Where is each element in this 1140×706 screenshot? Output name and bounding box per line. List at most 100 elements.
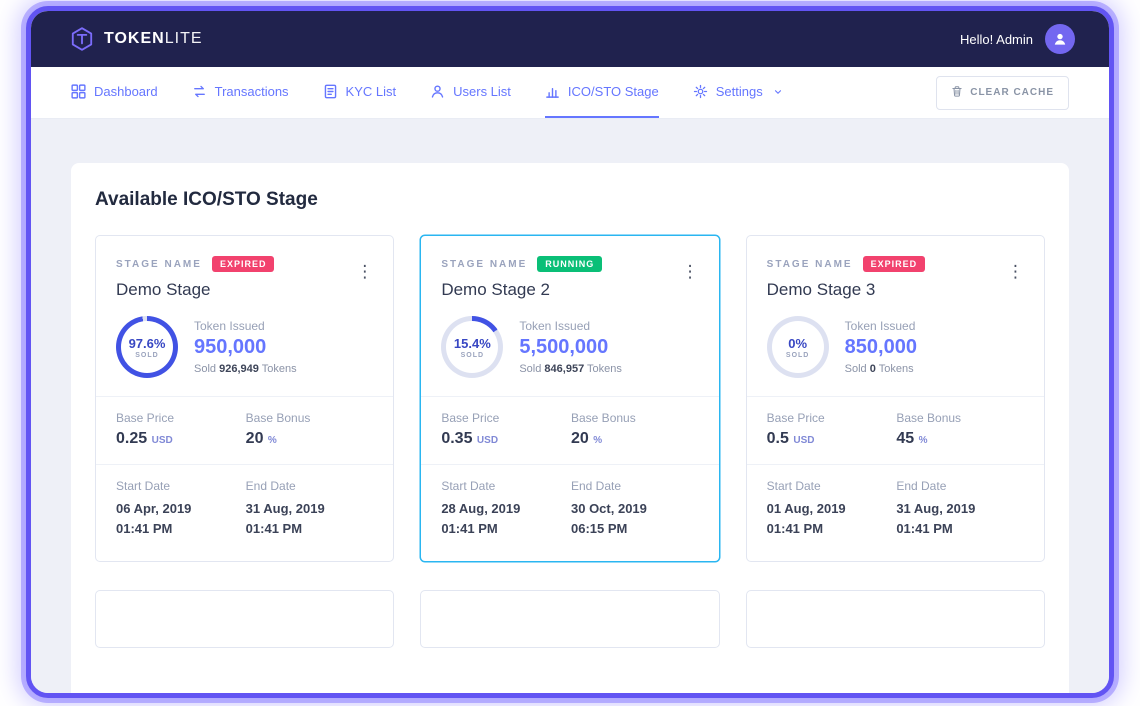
- page-title: Available ICO/STO Stage: [95, 189, 318, 210]
- kebab-menu-icon[interactable]: ⋮: [681, 262, 699, 282]
- nav-label: Users List: [453, 84, 511, 99]
- token-issued-label: Token Issued: [194, 319, 265, 333]
- start-date-value: 28 Aug, 2019 01:41 PM: [441, 501, 521, 537]
- sold-label: SOLD: [460, 351, 485, 359]
- chevron-down-icon: [773, 87, 783, 97]
- token-issued-value: 5,500,000: [519, 336, 609, 358]
- kebab-menu-icon[interactable]: ⋮: [356, 262, 374, 282]
- base-price-unit: USD: [151, 435, 173, 446]
- base-bonus-label: Base Bonus: [571, 411, 636, 425]
- base-bonus-label: Base Bonus: [245, 411, 311, 425]
- base-price-unit: USD: [476, 435, 499, 446]
- stage-card-partial: [745, 590, 1045, 649]
- status-badge: EXPIRED: [211, 256, 275, 272]
- brand-name-bold: TOKEN: [104, 30, 165, 47]
- base-bonus-unit: %: [267, 435, 277, 446]
- sold-amount: 926,949: [219, 363, 259, 375]
- sold-label: SOLD: [785, 351, 810, 359]
- sold-donut-chart: 15.4% SOLD: [441, 316, 504, 378]
- base-bonus-label: Base Bonus: [896, 411, 962, 425]
- start-date-value: 06 Apr, 2019 01:41 PM: [116, 501, 192, 537]
- sold-suffix: Tokens: [587, 363, 622, 375]
- base-price-number: 0.25: [116, 430, 148, 447]
- brand-logo: TOKENLITE: [69, 26, 203, 52]
- stage-name-label: STAGE NAME: [766, 258, 853, 270]
- start-date-label: Start Date: [116, 479, 171, 493]
- token-issued-label: Token Issued: [519, 319, 591, 333]
- end-date-value: 31 Aug, 2019 01:41 PM: [896, 501, 976, 537]
- sold-percent: 97.6%: [128, 335, 166, 351]
- sold-prefix: Sold: [519, 363, 542, 375]
- sold-percent: 15.4%: [453, 335, 491, 351]
- sold-prefix: Sold: [194, 363, 217, 375]
- base-price-unit: USD: [793, 435, 815, 446]
- sold-percent: 0%: [788, 335, 808, 351]
- nav-tab-transactions[interactable]: Transactions: [192, 67, 289, 118]
- stage-title: Demo Stage 2: [441, 280, 551, 299]
- nav-label: Transactions: [214, 84, 289, 99]
- start-date-label: Start Date: [766, 479, 821, 493]
- start-date-value: 01 Aug, 2019 01:41 PM: [766, 501, 846, 537]
- clear-cache-label: CLEAR CACHE: [970, 87, 1054, 98]
- nav-label: Dashboard: [94, 84, 158, 99]
- nav-tab-users-list[interactable]: Users List: [430, 67, 511, 118]
- base-bonus-value: 20 %: [246, 430, 376, 448]
- start-date-label: Start Date: [441, 479, 496, 493]
- stage-icon: [545, 84, 560, 99]
- content-area: Available ICO/STO Stage STAGE NAME EXPIR…: [31, 119, 1109, 693]
- sold-amount: 0: [869, 363, 876, 375]
- app-window: TOKENLITE Hello! Admin Dashboard: [26, 6, 1114, 698]
- end-date-label: End Date: [571, 479, 622, 493]
- nav-label: ICO/STO Stage: [567, 84, 659, 99]
- stage-title: Demo Stage: [116, 280, 211, 299]
- nav-tab-ico-sto-stage[interactable]: ICO/STO Stage: [544, 67, 659, 118]
- status-badge: EXPIRED: [862, 256, 926, 272]
- greeting-text: Hello! Admin: [960, 31, 1033, 47]
- token-issued-label: Token Issued: [844, 319, 916, 333]
- trash-icon: [951, 85, 963, 101]
- stage-card-active: STAGE NAME RUNNING Demo Stage 2 ⋮ 15.4% …: [420, 235, 720, 563]
- stage-title: Demo Stage 3: [766, 280, 876, 299]
- dashboard-icon: [71, 84, 86, 99]
- end-date-value: 30 Oct, 2019 06:15 PM: [571, 501, 647, 537]
- kyc-list-icon: [323, 84, 338, 99]
- stage-card-partial: [95, 590, 395, 649]
- users-list-icon: [430, 84, 445, 99]
- sold-tokens-line: Sold 846,957 Tokens: [519, 363, 622, 375]
- end-date-label: End Date: [896, 479, 947, 493]
- base-bonus-unit: %: [918, 435, 928, 446]
- token-issued-value: 950,000: [194, 336, 267, 358]
- brand-name-light: LITE: [164, 30, 203, 47]
- base-bonus-number: 45: [896, 430, 915, 447]
- base-bonus-value: 45 %: [896, 430, 1026, 448]
- token-issued-value: 850,000: [844, 336, 917, 358]
- main-navigation: Dashboard Transactions KYC List: [31, 67, 1109, 119]
- base-bonus-number: 20: [245, 430, 264, 447]
- admin-avatar[interactable]: [1045, 24, 1075, 54]
- nav-tab-dashboard[interactable]: Dashboard: [71, 67, 158, 118]
- base-bonus-number: 20: [571, 430, 589, 447]
- sold-tokens-line: Sold 0 Tokens: [845, 363, 917, 375]
- stage-cards-grid: STAGE NAME EXPIRED Demo Stage ⋮ 97.6% SO…: [95, 235, 1045, 563]
- nav-label: KYC List: [345, 84, 397, 99]
- sold-suffix: Tokens: [261, 363, 297, 375]
- sold-suffix: Tokens: [878, 363, 914, 375]
- top-header-bar: TOKENLITE Hello! Admin: [31, 11, 1109, 67]
- base-price-value: 0.25 USD: [116, 430, 246, 448]
- base-price-value: 0.35 USD: [441, 430, 571, 448]
- kebab-menu-icon[interactable]: ⋮: [1007, 262, 1024, 282]
- nav-tab-kyc-list[interactable]: KYC List: [323, 67, 397, 118]
- status-badge: RUNNING: [537, 256, 603, 272]
- stage-name-label: STAGE NAME: [116, 258, 202, 270]
- base-price-label: Base Price: [441, 411, 500, 425]
- nav-tab-settings[interactable]: Settings: [693, 67, 783, 118]
- stage-card: STAGE NAME EXPIRED Demo Stage 3 ⋮ 0% SOL…: [745, 235, 1045, 563]
- clear-cache-button[interactable]: CLEAR CACHE: [936, 75, 1069, 110]
- base-bonus-value: 20 %: [571, 430, 701, 448]
- end-date-label: End Date: [245, 479, 296, 493]
- base-price-number: 0.5: [766, 430, 789, 447]
- nav-label: Settings: [715, 84, 763, 99]
- base-price-value: 0.5 USD: [767, 430, 897, 448]
- tokenlite-cube-icon: [69, 26, 95, 52]
- next-row-cards-partial: [95, 590, 1045, 649]
